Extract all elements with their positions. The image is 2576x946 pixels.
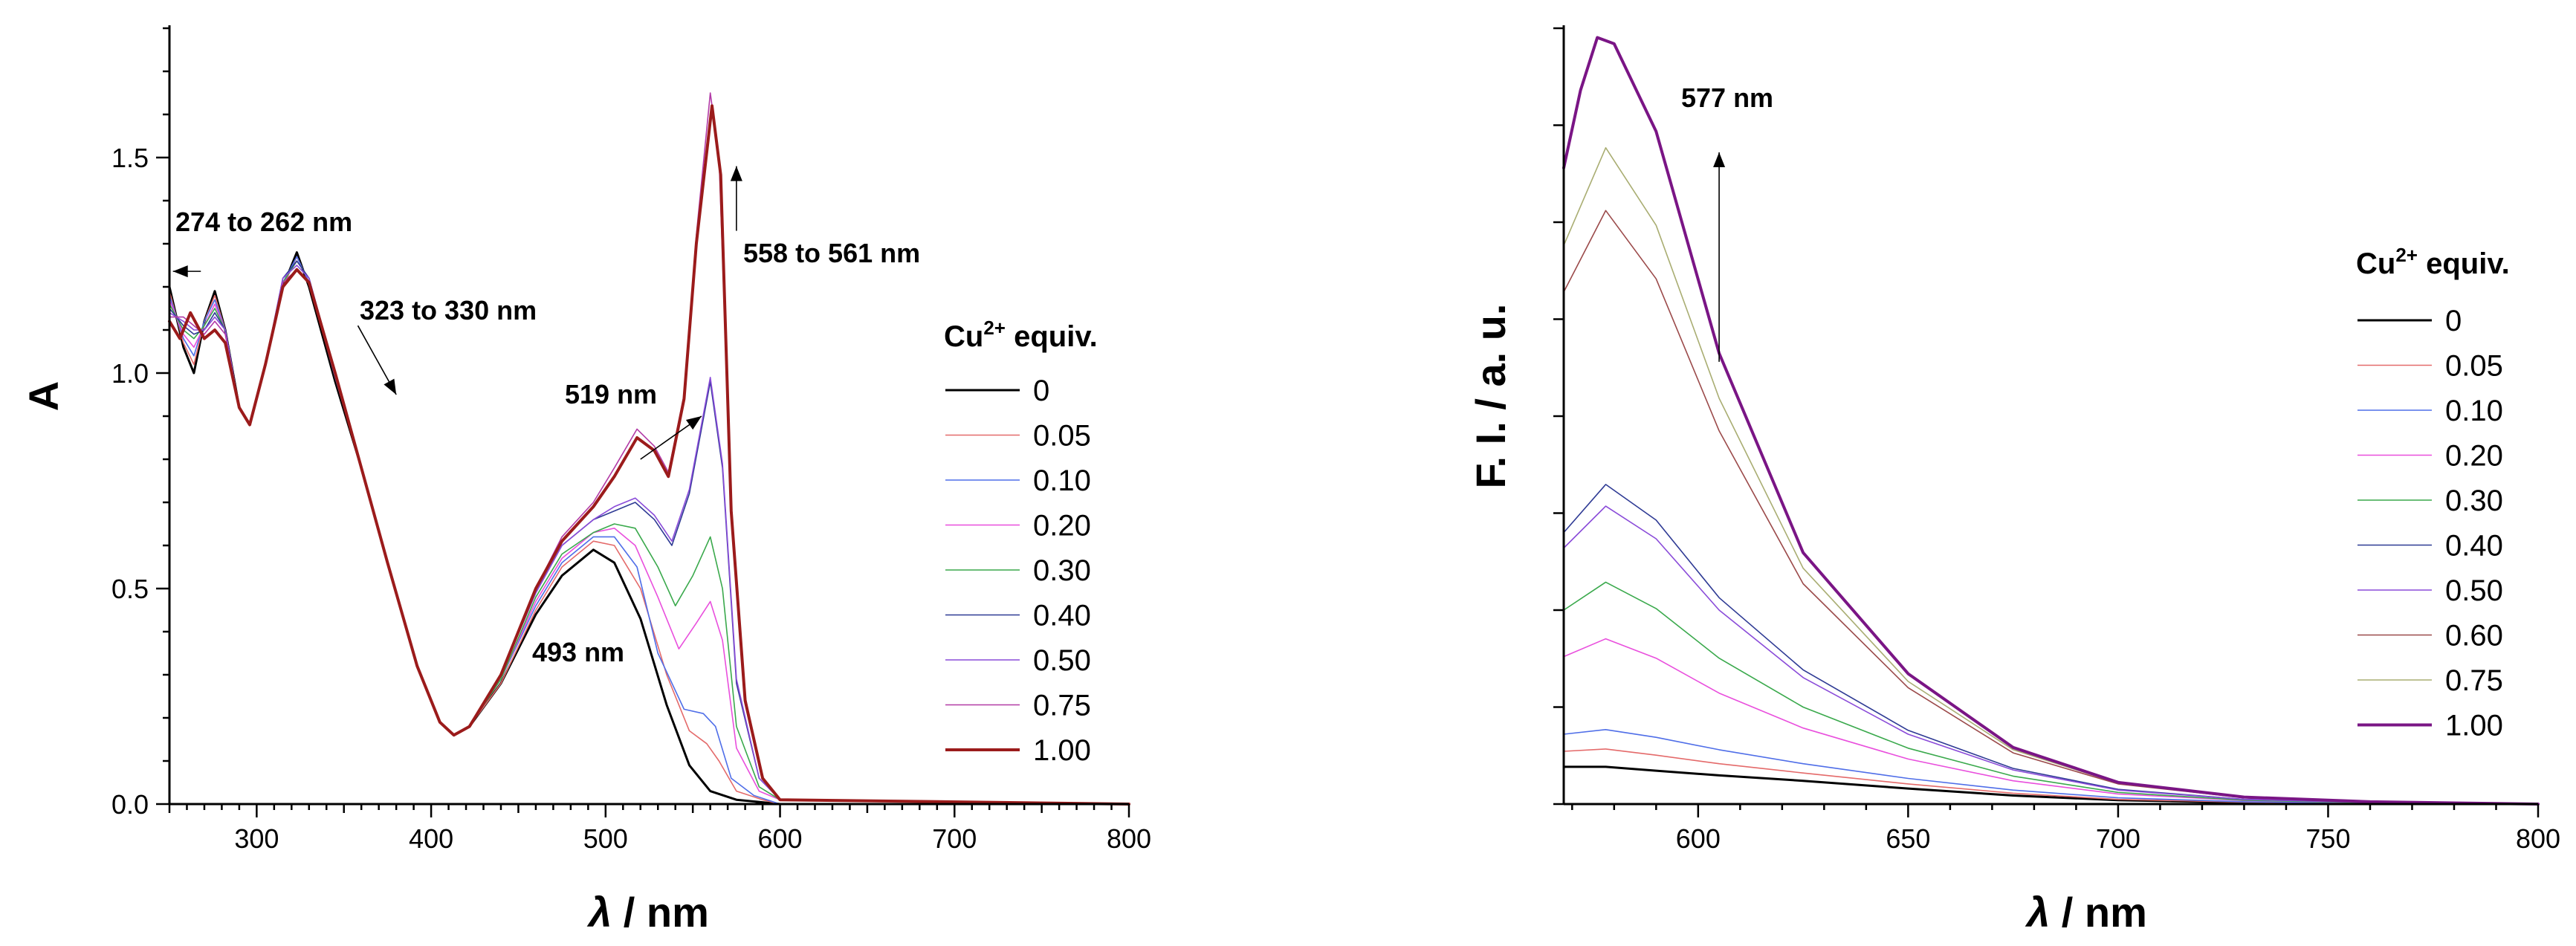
absorption-x-axis-unit: / nm	[612, 889, 709, 936]
absorption-x-axis-symbol: λ	[586, 889, 612, 936]
series-line-fluorescence-0.60	[1563, 210, 2539, 805]
y-tick-label-absorption-1.5: 1.5	[111, 143, 149, 173]
fluorescence-legend: Cu2+ equiv. 0 0.05 0.10 0.20 0.30 0.40 0.50 0.6…	[2356, 244, 2510, 742]
series-line-absorption-0.20	[169, 260, 1130, 805]
fluorescence-series-layer	[1562, 36, 2540, 806]
annotation-577: 577 nm	[1681, 82, 1773, 113]
y-tick-label-absorption-0: 0.0	[111, 789, 149, 820]
annotation-274-262: 274 to 262 nm	[175, 207, 352, 237]
legend-label-fluorescence-0.30: 0.30	[2445, 485, 2503, 517]
x-tick-label-fluorescence-650: 650	[1886, 823, 1930, 854]
x-tick-label-fluorescence-600: 600	[1676, 823, 1721, 854]
legend-label-fluorescence-0.05: 0.05	[2445, 350, 2503, 383]
x-tick-label-absorption-800: 800	[1107, 823, 1151, 854]
series-line-fluorescence-0.75	[1563, 147, 2539, 805]
legend-label-fluorescence-0.10: 0.10	[2445, 395, 2503, 427]
series-line-fluorescence-0.50	[1563, 505, 2539, 805]
series-line-absorption-0.40	[169, 260, 1130, 805]
annotation-493: 493 nm	[532, 637, 624, 667]
x-tick-label-absorption-400: 400	[409, 823, 453, 854]
legend-label-absorption-0.75: 0.75	[1033, 690, 1091, 722]
legend-label-fluorescence-0.60: 0.60	[2445, 620, 2503, 652]
series-line-fluorescence-0.20	[1563, 638, 2539, 805]
arrow-head-absorption-2	[685, 416, 702, 430]
legend-label-absorption-1.00: 1.00	[1033, 734, 1091, 767]
absorption-legend: Cu2+ equiv. 0 0.05 0.10 0.20 0.30 0.40 0.50 0.7…	[944, 317, 1098, 767]
x-tick-label-absorption-500: 500	[583, 823, 628, 854]
absorption-x-axis-title: λ / nm	[586, 889, 709, 936]
absorption-axes: 300 400 500 600 700 800 0.0 0.5 1.0 1.5	[111, 25, 1151, 854]
series-line-absorption-1.00	[168, 104, 1130, 806]
x-tick-label-fluorescence-800: 800	[2516, 823, 2560, 854]
series-line-fluorescence-0.10	[1563, 729, 2539, 805]
annotation-519: 519 nm	[565, 379, 657, 409]
legend-label-fluorescence-0.50: 0.50	[2445, 574, 2503, 607]
annotation-558-561: 558 to 561 nm	[743, 238, 920, 268]
fluorescence-panel: 600 650 700 750 800 577 nm F. I. / a. u. λ /…	[1467, 25, 2560, 936]
fluorescence-x-axis-title: λ / nm	[2025, 889, 2147, 936]
series-line-fluorescence-0.40	[1563, 484, 2539, 805]
absorption-legend-title: Cu2+ equiv.	[944, 317, 1098, 353]
y-tick-label-absorption-0.5: 0.5	[111, 574, 149, 604]
annotation-323-330: 323 to 330 nm	[360, 295, 537, 325]
legend-label-fluorescence-0.20: 0.20	[2445, 440, 2503, 473]
fluorescence-annotations: 577 nm	[1681, 82, 1773, 362]
legend-label-absorption-0.10: 0.10	[1033, 464, 1091, 497]
fluorescence-legend-title: Cu2+ equiv.	[2356, 244, 2510, 280]
fluorescence-x-axis-symbol: λ	[2025, 889, 2050, 936]
x-tick-label-fluorescence-700: 700	[2096, 823, 2140, 854]
series-line-fluorescence-1.00	[1562, 36, 2540, 806]
series-line-absorption-0.30	[169, 260, 1130, 805]
legend-label-absorption-0.30: 0.30	[1033, 554, 1091, 587]
y-tick-label-absorption-1: 1.0	[111, 358, 149, 389]
arrow-head-absorption-1	[384, 378, 397, 395]
arrow-head-absorption-0	[172, 265, 188, 278]
absorption-panel: 300 400 500 600 700 800 0.0 0.5 1.0 1.5 274 to 26…	[20, 25, 1151, 936]
fluorescence-y-axis-title: F. I. / a. u.	[1467, 304, 1514, 489]
fluorescence-axes: 600 650 700 750 800	[1553, 25, 2560, 854]
legend-label-fluorescence-0.75: 0.75	[2445, 664, 2503, 697]
legend-label-fluorescence-1.00: 1.00	[2445, 710, 2503, 742]
arrow-head-absorption-3	[730, 166, 742, 181]
x-tick-label-absorption-700: 700	[932, 823, 977, 854]
legend-label-absorption-0.50: 0.50	[1033, 644, 1091, 677]
legend-label-fluorescence-0.40: 0.40	[2445, 530, 2503, 563]
legend-label-absorption-0.20: 0.20	[1033, 510, 1091, 542]
absorption-annotations: 274 to 262 nm 323 to 330 nm 519 nm 558 t…	[172, 166, 920, 667]
series-line-absorption-0.50	[169, 265, 1130, 805]
x-tick-label-absorption-300: 300	[234, 823, 279, 854]
legend-label-fluorescence-0: 0	[2445, 305, 2462, 337]
series-line-fluorescence-0.30	[1563, 581, 2539, 805]
absorption-series-layer	[168, 92, 1130, 806]
legend-label-absorption-0.05: 0.05	[1033, 420, 1091, 453]
legend-label-absorption-0: 0	[1033, 375, 1049, 407]
arrow-head-fluorescence-0	[1713, 152, 1726, 168]
absorption-y-axis-title: A	[20, 381, 67, 411]
legend-label-absorption-0.40: 0.40	[1033, 600, 1091, 632]
x-tick-label-fluorescence-750: 750	[2305, 823, 2350, 854]
x-tick-label-absorption-600: 600	[758, 823, 803, 854]
fluorescence-x-axis-unit: / nm	[2050, 889, 2147, 936]
